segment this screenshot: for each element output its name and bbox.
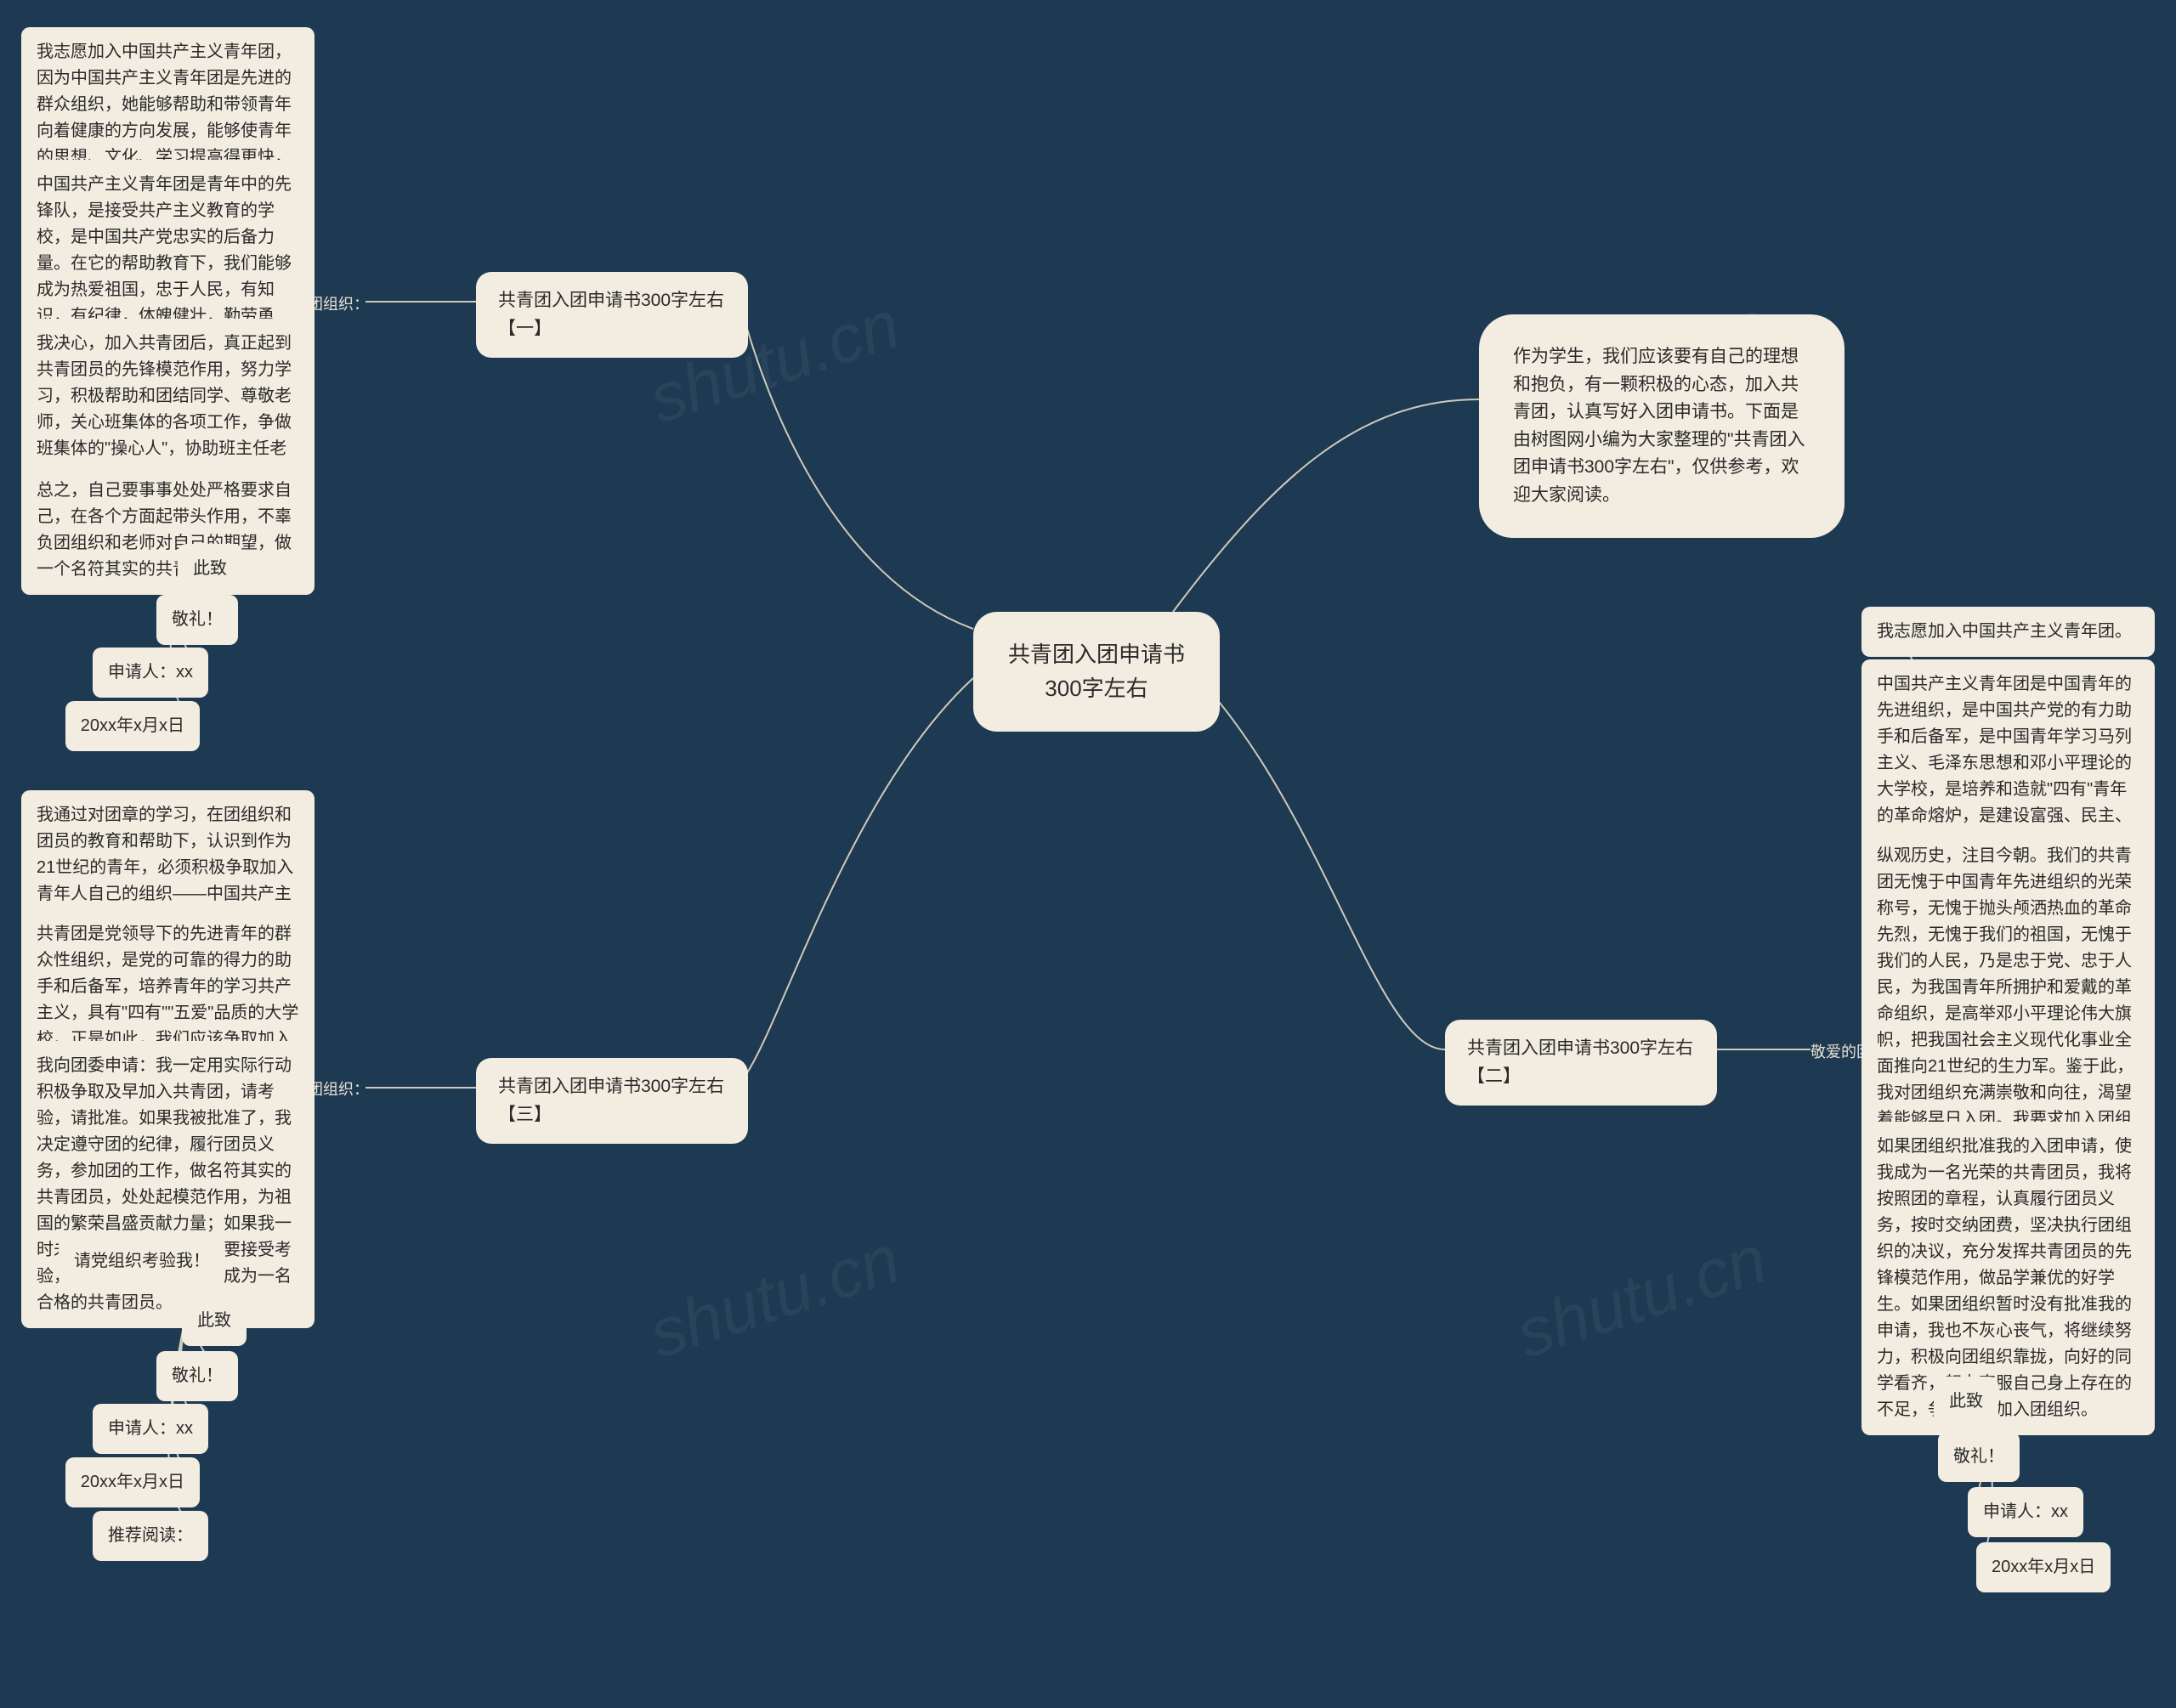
s2-item-3: 如果团组织批准我的入团申请，使我成为一名光荣的共青团员，我将按照团的章程，认真履…: [1862, 1122, 2155, 1435]
center-node: 共青团入团申请书300字左右: [973, 612, 1220, 732]
s1-item-4: 此致: [178, 544, 242, 594]
section-1-node: 共青团入团申请书300字左右【一】: [476, 272, 748, 358]
s2-item-4: 此致: [1934, 1377, 1998, 1427]
s3-item-8: 推荐阅读：: [93, 1511, 208, 1561]
s1-item-7: 20xx年x月x日: [65, 701, 200, 751]
s3-item-4: 此致: [182, 1296, 246, 1346]
s3-item-3: 请党组织考验我！: [59, 1236, 225, 1287]
watermark: shutu.cn: [1507, 1220, 1776, 1374]
s2-item-0: 我志愿加入中国共产主义青年团。: [1862, 607, 2155, 657]
s1-item-6: 申请人：xx: [93, 648, 208, 698]
section-1-title: 共青团入团申请书300字左右【一】: [476, 272, 748, 358]
section-3-node: 共青团入团申请书300字左右【三】: [476, 1058, 748, 1144]
s3-item-6: 申请人：xx: [93, 1404, 208, 1454]
edges-svg: [0, 0, 2176, 1708]
center-title: 共青团入团申请书300字左右: [973, 612, 1220, 732]
s3-item-7: 20xx年x月x日: [65, 1457, 200, 1507]
section-2-title: 共青团入团申请书300字左右【二】: [1445, 1020, 1717, 1106]
intro-text: 作为学生，我们应该要有自己的理想和抱负，有一颗积极的心态，加入共青团，认真写好入…: [1479, 314, 1844, 538]
s2-item-6: 申请人：xx: [1968, 1487, 2083, 1537]
s2-item-5: 敬礼！: [1938, 1432, 2020, 1482]
s1-item-5: 敬礼！: [156, 595, 238, 645]
section-3-title: 共青团入团申请书300字左右【三】: [476, 1058, 748, 1144]
mindmap-canvas: shutu.cn shutu.cn shutu.cn shutu.cn: [0, 0, 2176, 1708]
s1-item-3: 总之，自己要事事处处严格要求自己，在各个方面起带头作用，不辜负团组织和老师对自己…: [21, 466, 314, 595]
intro-node: 作为学生，我们应该要有自己的理想和抱负，有一颗积极的心态，加入共青团，认真写好入…: [1479, 314, 1844, 538]
section-2-node: 共青团入团申请书300字左右【二】: [1445, 1020, 1717, 1106]
watermark: shutu.cn: [640, 1220, 909, 1374]
s2-item-7: 20xx年x月x日: [1976, 1542, 2111, 1592]
s3-item-5: 敬礼！: [156, 1351, 238, 1401]
